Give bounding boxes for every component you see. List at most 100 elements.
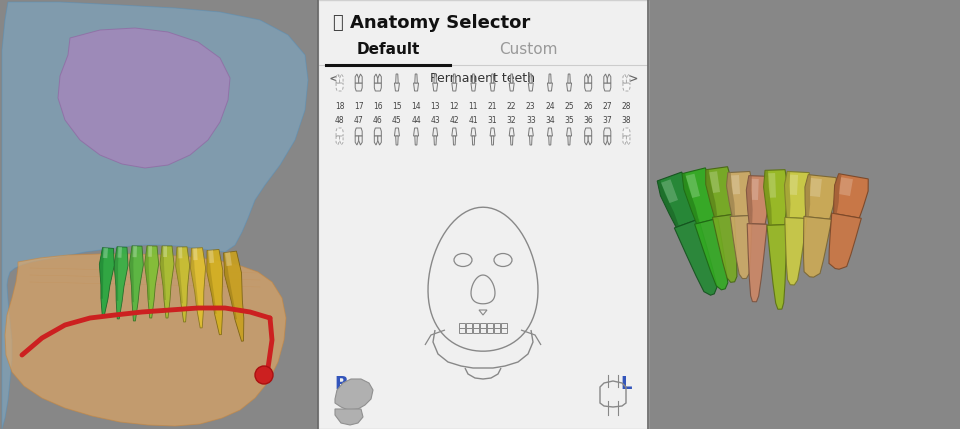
Polygon shape: [395, 128, 399, 136]
Polygon shape: [585, 136, 588, 145]
Polygon shape: [833, 174, 868, 218]
Polygon shape: [604, 136, 608, 145]
Polygon shape: [709, 171, 720, 193]
FancyBboxPatch shape: [318, 0, 648, 429]
Polygon shape: [374, 74, 378, 83]
Polygon shape: [588, 136, 591, 145]
Text: 41: 41: [468, 116, 478, 125]
Text: 25: 25: [564, 102, 574, 111]
Polygon shape: [490, 83, 495, 91]
Polygon shape: [355, 83, 362, 91]
Text: 32: 32: [507, 116, 516, 125]
Polygon shape: [434, 74, 437, 83]
Text: 31: 31: [488, 116, 497, 125]
Polygon shape: [453, 74, 456, 83]
Polygon shape: [784, 172, 810, 218]
Text: L: L: [620, 375, 632, 393]
Polygon shape: [752, 179, 758, 200]
Text: 27: 27: [603, 102, 612, 111]
Text: 47: 47: [354, 116, 364, 125]
Polygon shape: [731, 215, 752, 278]
Polygon shape: [472, 136, 474, 145]
Polygon shape: [433, 128, 438, 136]
Polygon shape: [145, 246, 150, 300]
Text: Custom: Custom: [499, 42, 557, 57]
Text: 28: 28: [622, 102, 631, 111]
Polygon shape: [145, 246, 158, 318]
Text: 12: 12: [449, 102, 459, 111]
Polygon shape: [530, 136, 532, 145]
Polygon shape: [731, 175, 740, 194]
Polygon shape: [805, 175, 811, 217]
Polygon shape: [355, 128, 362, 136]
Polygon shape: [374, 128, 381, 136]
Polygon shape: [178, 247, 182, 258]
Polygon shape: [414, 128, 419, 136]
Polygon shape: [207, 250, 223, 335]
Polygon shape: [434, 136, 437, 145]
Polygon shape: [378, 136, 381, 145]
Polygon shape: [160, 246, 166, 300]
Polygon shape: [585, 74, 588, 83]
Polygon shape: [511, 136, 513, 145]
Text: 46: 46: [372, 116, 383, 125]
Polygon shape: [746, 175, 770, 224]
Polygon shape: [340, 74, 343, 83]
Polygon shape: [190, 248, 199, 308]
Polygon shape: [727, 172, 735, 217]
Text: >: >: [626, 72, 638, 86]
Text: 24: 24: [545, 102, 555, 111]
Polygon shape: [833, 174, 842, 214]
Polygon shape: [509, 128, 515, 136]
Text: 14: 14: [411, 102, 420, 111]
Polygon shape: [355, 74, 359, 83]
Polygon shape: [588, 74, 591, 83]
Text: 11: 11: [468, 102, 478, 111]
Polygon shape: [658, 172, 697, 227]
Polygon shape: [117, 247, 122, 258]
Polygon shape: [549, 136, 551, 145]
Polygon shape: [547, 83, 552, 91]
Polygon shape: [685, 174, 700, 198]
Polygon shape: [682, 168, 716, 224]
Polygon shape: [604, 74, 608, 83]
Text: Default: Default: [356, 42, 420, 57]
Polygon shape: [567, 74, 570, 83]
Polygon shape: [148, 246, 152, 257]
Polygon shape: [414, 83, 419, 91]
Polygon shape: [374, 83, 381, 91]
Text: 13: 13: [430, 102, 440, 111]
Polygon shape: [661, 179, 678, 203]
Polygon shape: [549, 74, 551, 83]
Text: 48: 48: [335, 116, 345, 125]
Polygon shape: [706, 167, 732, 217]
Text: R: R: [334, 375, 348, 393]
Polygon shape: [608, 74, 611, 83]
Circle shape: [255, 366, 273, 384]
Text: 22: 22: [507, 102, 516, 111]
Polygon shape: [114, 247, 119, 301]
Text: 34: 34: [545, 116, 555, 125]
Polygon shape: [452, 128, 457, 136]
Text: Anatomy Selector: Anatomy Selector: [350, 14, 530, 32]
Polygon shape: [130, 246, 143, 321]
Polygon shape: [810, 178, 822, 197]
Polygon shape: [336, 128, 343, 136]
Polygon shape: [747, 224, 767, 302]
Polygon shape: [509, 83, 515, 91]
Text: 44: 44: [411, 116, 420, 125]
Polygon shape: [114, 247, 128, 319]
Polygon shape: [790, 175, 798, 195]
Polygon shape: [805, 175, 837, 219]
Polygon shape: [528, 83, 534, 91]
Text: 16: 16: [373, 102, 383, 111]
Polygon shape: [492, 136, 493, 145]
Polygon shape: [490, 128, 495, 136]
Text: 37: 37: [603, 116, 612, 125]
Polygon shape: [658, 180, 679, 227]
Text: 43: 43: [430, 116, 440, 125]
Polygon shape: [627, 136, 630, 145]
Polygon shape: [378, 74, 381, 83]
Polygon shape: [132, 246, 137, 257]
Polygon shape: [623, 74, 627, 83]
